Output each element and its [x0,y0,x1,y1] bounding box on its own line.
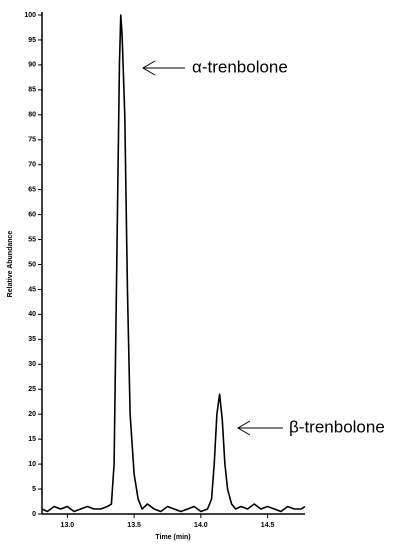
y-tick-label: 100 [24,12,36,19]
y-axis-label: Relative Abundance [7,231,14,298]
y-tick-label: 65 [28,186,36,193]
y-tick-label: 20 [28,411,36,418]
y-tick-label: 10 [28,461,36,468]
y-tick-label: 90 [28,62,36,69]
y-tick-label: 45 [28,286,36,293]
y-tick-label: 60 [28,211,36,218]
alpha-arrow [142,60,185,76]
annotation: β-trenbolone [289,417,385,436]
x-axis-label: Time (min) [155,534,190,541]
y-tick-label: 40 [28,311,36,318]
y-tick-label: 85 [28,87,36,94]
y-tick-label: 25 [28,386,36,393]
y-tick-label: 15 [28,436,36,443]
x-tick-label: 13.0 [61,522,75,529]
y-tick-label: 70 [28,162,36,169]
y-tick-label: 95 [28,37,36,44]
x-tick-label: 13.5 [127,522,141,529]
y-tick-label: 30 [28,361,36,368]
y-tick-label: 50 [28,261,36,268]
y-tick-label: 35 [28,336,36,343]
y-tick-label: 5 [32,486,36,493]
annotation: α-trenbolone [192,57,288,76]
y-tick-label: 55 [28,236,36,243]
y-tick-label: 75 [28,137,36,144]
x-tick-label: 14.0 [194,522,208,529]
y-tick-label: 80 [28,112,36,119]
y-tick-label: 0 [32,511,36,518]
trace [41,14,306,513]
x-tick-label: 14.5 [261,522,275,529]
beta-arrow [237,420,283,436]
